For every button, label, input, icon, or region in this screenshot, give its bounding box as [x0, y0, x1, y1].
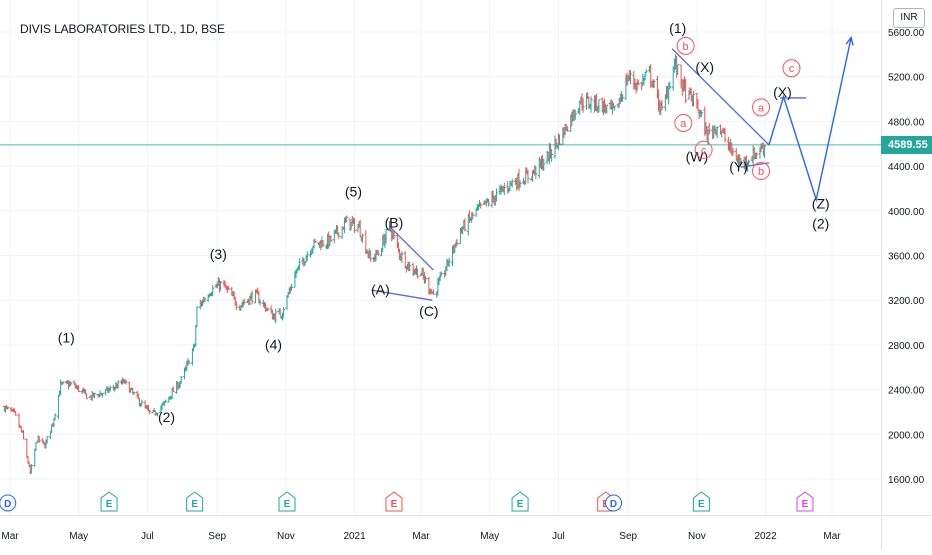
wave-label: (Y)	[729, 159, 748, 175]
ohlc-bar	[148, 411, 151, 414]
y-tick-label: 4400.00	[888, 162, 925, 173]
x-tick-label: Nov	[277, 531, 295, 542]
ohlc-bar	[194, 325, 197, 346]
ohlc-bar	[25, 439, 28, 459]
dividend-marker[interactable]: D	[0, 495, 16, 511]
y-tick-label: 4000.00	[888, 207, 925, 218]
sub-wave-label: c	[783, 60, 800, 77]
event-marker-letter: E	[391, 499, 398, 510]
x-tick-label: Jul	[552, 531, 565, 542]
event-marker-letter: E	[191, 499, 198, 510]
sub-wave-letter: a	[680, 118, 687, 130]
x-tick-label: 2021	[343, 531, 366, 542]
ohlc-bar	[432, 289, 435, 295]
x-tick-label: May	[69, 531, 88, 542]
dividend-marker[interactable]: D	[606, 495, 622, 511]
wave-label: (1)	[669, 20, 686, 36]
sub-wave-letter: b	[758, 166, 764, 178]
last-price-badge: 4589.55	[881, 136, 932, 154]
y-tick-label: 5600.00	[888, 28, 925, 39]
earnings-marker[interactable]: E	[279, 492, 295, 511]
event-marker-letter: E	[698, 499, 705, 510]
projection-path[interactable]	[769, 38, 851, 200]
x-tick-label: Mar	[1, 531, 19, 542]
x-tick-label: Sep	[208, 531, 226, 542]
ohlc-bar	[59, 379, 62, 395]
ohlc-bar	[353, 218, 356, 233]
wave-label: (C)	[419, 303, 438, 319]
x-tick-label: Jul	[141, 531, 154, 542]
y-tick-label: 1600.00	[888, 475, 925, 486]
event-marker-letter: E	[106, 499, 113, 510]
wave-labels: (1)(2)(3)(4)(5)(B)(A)(C)(1)(X)(W)(Y)(X)(…	[58, 20, 830, 425]
y-tick-label: 2000.00	[888, 430, 925, 441]
x-tick-label: 2022	[754, 531, 777, 542]
wave-label: (X)	[773, 84, 792, 100]
sub-wave-label: b	[753, 163, 770, 180]
sub-wave-label: b	[677, 37, 694, 54]
y-tick-label: 5200.00	[888, 73, 925, 84]
x-tick-label: Mar	[823, 531, 841, 542]
wave-label: (3)	[210, 246, 227, 262]
grid	[0, 0, 881, 515]
earnings-marker[interactable]: E	[187, 492, 203, 511]
earnings-marker[interactable]: E	[101, 492, 117, 511]
wave-label: (B)	[385, 215, 404, 231]
earnings-marker[interactable]: E	[512, 492, 528, 511]
event-marker-letter: E	[284, 499, 291, 510]
x-tick-label: May	[480, 531, 499, 542]
ohlc-bar	[57, 396, 60, 419]
y-tick-label: 4800.00	[888, 117, 925, 128]
y-tick-label: 3200.00	[888, 296, 925, 307]
earnings-marker[interactable]: E	[693, 492, 709, 511]
event-markers[interactable]: DEEEEEEDEE	[0, 492, 813, 511]
ohlc-bar	[85, 394, 88, 399]
event-marker-letter: E	[802, 499, 809, 510]
x-tick-label: Mar	[412, 531, 430, 542]
ohlc-bar	[404, 251, 407, 267]
event-marker-letter: D	[4, 499, 11, 510]
event-marker-letter: D	[610, 499, 617, 510]
y-tick-label: 3600.00	[888, 252, 925, 263]
ohlc-bar	[195, 306, 198, 327]
wave-label: (2)	[158, 409, 175, 425]
symbol-title[interactable]: DIVIS LABORATORIES LTD., 1D, BSE	[20, 22, 225, 36]
wave-label: (X)	[695, 59, 714, 75]
sub-wave-letter: b	[683, 41, 689, 53]
ohlc-bar	[645, 69, 648, 73]
x-tick-label: Nov	[688, 531, 706, 542]
ohlc-bar	[14, 412, 17, 416]
event-marker-letter: E	[517, 499, 524, 510]
x-tick-label: Sep	[619, 531, 637, 542]
y-tick-label: 2400.00	[888, 386, 925, 397]
sub-wave-label: a	[675, 114, 692, 131]
sub-wave-letter: c	[701, 145, 707, 157]
sub-wave-letter: c	[789, 63, 795, 75]
sub-wave-label: a	[753, 99, 770, 116]
earnings-marker[interactable]: E	[386, 492, 402, 511]
sub-wave-letter: a	[758, 102, 765, 114]
earnings-marker[interactable]: E	[797, 492, 813, 511]
wave-label: (Z)	[812, 196, 830, 212]
wave-label: (4)	[265, 336, 282, 352]
wave-label: (5)	[345, 183, 362, 199]
trendline[interactable]	[389, 226, 433, 270]
ohlc-bars	[3, 54, 766, 474]
wave-label: (1)	[58, 330, 75, 346]
currency-button[interactable]: INR	[893, 8, 925, 28]
ohlc-bar	[33, 449, 36, 467]
wave-label: (A)	[371, 282, 390, 298]
wave-label: (2)	[812, 216, 829, 232]
y-tick-label: 2800.00	[888, 341, 925, 352]
